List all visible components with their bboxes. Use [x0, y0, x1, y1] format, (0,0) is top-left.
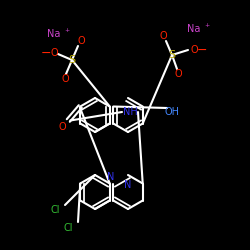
Text: ⁺: ⁺ [64, 28, 70, 38]
Text: Na: Na [187, 24, 201, 34]
Text: O: O [61, 74, 69, 84]
Text: O: O [50, 48, 58, 58]
Text: N: N [124, 180, 132, 190]
Text: S: S [68, 55, 75, 65]
Text: OH: OH [164, 107, 180, 117]
Text: −: − [41, 46, 51, 60]
Text: Cl: Cl [63, 223, 73, 233]
Text: −: − [197, 44, 207, 57]
Text: N: N [107, 172, 115, 182]
Text: O: O [77, 36, 85, 46]
Text: O: O [174, 69, 182, 79]
Text: ⁺: ⁺ [204, 23, 210, 33]
Text: O: O [190, 45, 198, 55]
Text: NH: NH [122, 107, 138, 117]
Text: S: S [168, 50, 175, 60]
Text: O: O [159, 31, 167, 41]
Text: O: O [58, 122, 66, 132]
Text: Cl: Cl [50, 205, 60, 215]
Text: Na: Na [47, 29, 61, 39]
